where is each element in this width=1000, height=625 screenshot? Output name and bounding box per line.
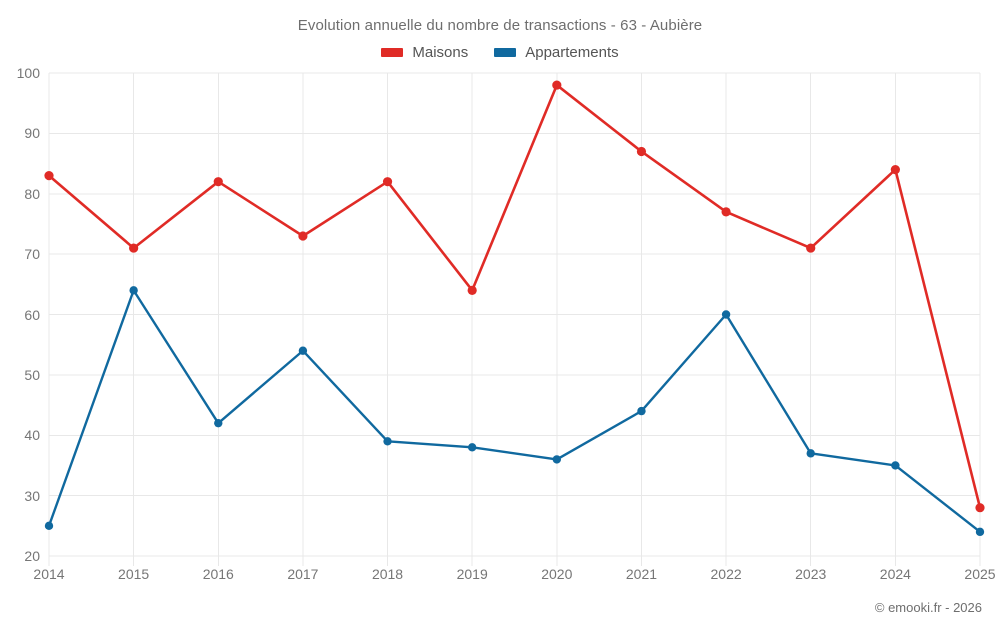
x-axis-tick-label: 2018	[371, 566, 404, 582]
x-axis-tick-label: 2025	[964, 566, 996, 582]
y-axis-tick-label: 80	[24, 185, 40, 202]
data-point[interactable]: Appartements 2021: 44	[637, 406, 646, 416]
data-point[interactable]: Maisons 2024: 84	[890, 165, 900, 175]
x-axis-tick-label: 2017	[287, 566, 319, 582]
chart-credit: © emooki.fr - 2026	[874, 600, 982, 615]
data-point[interactable]: Appartements 2018: 39	[383, 437, 392, 446]
y-axis-tick-label: 70	[24, 246, 40, 263]
data-series-layer: Maisons 2014: 83 Maisons 2015: 71 Maisons …	[44, 80, 985, 537]
legend-swatch-appartements	[494, 48, 517, 57]
data-point[interactable]: Maisons 2025: 28	[975, 503, 985, 513]
legend-item-appartements[interactable]: Appartements	[494, 44, 619, 61]
series-line	[47, 83, 982, 510]
data-point[interactable]: Maisons 2018: 82	[382, 177, 393, 187]
data-point[interactable]: Maisons 2022: 77	[721, 207, 731, 217]
y-axis-tick-label: 90	[24, 125, 40, 142]
legend-label-appartements: Appartements	[525, 44, 619, 61]
y-axis-tick-label: 20	[24, 548, 40, 564]
x-axis-tick-label: 2015	[118, 566, 150, 582]
y-axis-tick-label: 100	[16, 65, 40, 81]
y-axis-tick-label: 60	[24, 306, 40, 323]
y-axis-tick-label: 40	[24, 427, 40, 444]
legend-label-maisons: Maisons	[412, 44, 469, 61]
data-point[interactable]: Appartements 2016: 42	[214, 418, 223, 428]
x-axis-tick-label: 2024	[879, 566, 911, 582]
series-appartements: Appartements 2014: 25 Appartements 2015: …	[44, 286, 985, 537]
x-axis: 2014 2015 2016 2017 2018 2019 2020 2021 2022 2023…	[33, 566, 995, 590]
chart-legend: Maisons Appartements	[0, 44, 1000, 61]
data-point[interactable]: Maisons 2023: 71	[806, 243, 816, 253]
x-axis-tick-label: 2021	[625, 566, 658, 582]
data-point[interactable]: Maisons 2014: 83	[44, 171, 54, 181]
data-point[interactable]: Maisons 2017: 73	[298, 231, 308, 241]
x-axis-tick-label: 2016	[202, 566, 234, 582]
data-point[interactable]: Appartements 2015: 64	[129, 286, 138, 295]
data-point[interactable]: Maisons 2015: 71	[129, 243, 139, 253]
series-line	[47, 289, 982, 534]
x-axis-tick-label: 2019	[456, 566, 488, 582]
data-point[interactable]: Appartements 2014: 25	[44, 521, 54, 531]
y-axis-tick-label: 30	[24, 487, 40, 504]
data-point[interactable]: Maisons 2020: 98	[552, 80, 562, 90]
x-axis-tick-label: 2022	[710, 566, 742, 582]
data-point[interactable]: Appartements 2019: 38	[467, 443, 477, 452]
data-point[interactable]: Appartements 2020: 36	[552, 455, 562, 464]
legend-item-maisons[interactable]: Maisons	[381, 44, 468, 61]
data-point[interactable]: Maisons 2021: 87	[636, 146, 647, 157]
x-axis-tick-label: 2023	[795, 566, 827, 582]
y-axis-tick-label: 50	[24, 366, 40, 383]
data-point[interactable]: Maisons 2019: 64	[467, 285, 477, 295]
data-point[interactable]: Appartements 2023: 37	[806, 449, 815, 458]
data-point[interactable]: Appartements 2022: 60	[721, 310, 731, 319]
x-axis-tick-label: 2014	[33, 566, 65, 582]
data-point[interactable]: Appartements 2024: 35	[891, 461, 900, 470]
y-axis: 20 30 40 50 60 70 80 90 100	[0, 65, 40, 564]
legend-swatch-maisons	[381, 48, 404, 57]
plot-area: Maisons 2014: 83 Maisons 2015: 71 Maisons …	[44, 72, 985, 566]
data-point[interactable]: Appartements 2025: 24	[975, 527, 985, 537]
chart-title: Evolution annuelle du nombre de transact…	[297, 17, 703, 34]
data-point[interactable]: Appartements 2017: 54	[298, 346, 308, 355]
series-maisons: Maisons 2014: 83 Maisons 2015: 71 Maisons …	[44, 80, 985, 513]
grid-lines	[48, 72, 981, 566]
data-point[interactable]: Maisons 2016: 82	[213, 177, 223, 187]
x-axis-tick-label: 2020	[541, 566, 573, 582]
